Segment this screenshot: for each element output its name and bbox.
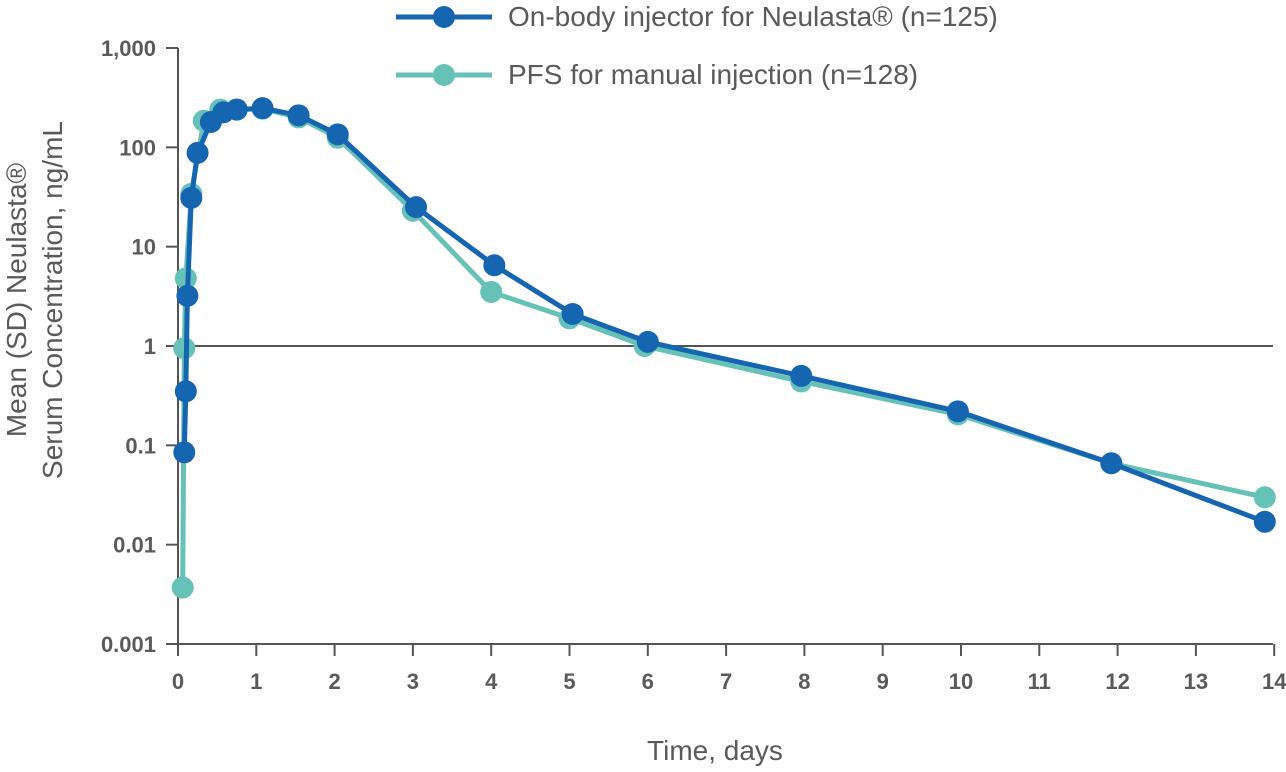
legend: On-body injector for Neulasta® (n=125) P…	[396, 1, 998, 90]
legend-label-obi: On-body injector for Neulasta® (n=125)	[508, 1, 998, 32]
data-point-obi-18	[1253, 510, 1276, 533]
x-tick-label-8: 8	[798, 669, 810, 694]
y-tick-label-3: 1	[144, 334, 156, 359]
legend-item-obi: On-body injector for Neulasta® (n=125)	[396, 1, 998, 32]
legend-item-pfs: PFS for manual injection (n=128)	[396, 59, 918, 90]
series-obi	[173, 97, 1276, 533]
data-point-obi-7	[225, 98, 248, 121]
x-tick-label-12: 12	[1105, 669, 1129, 694]
data-point-obi-0	[173, 441, 196, 464]
x-tick-label-14: 14	[1262, 669, 1286, 694]
data-point-obi-2	[176, 284, 199, 307]
x-tick-label-9: 9	[877, 669, 889, 694]
data-point-obi-13	[561, 302, 584, 325]
data-point-obi-17	[1100, 452, 1123, 475]
series-line-pfs	[180, 106, 1266, 588]
data-point-obi-11	[405, 196, 428, 219]
data-point-pfs-17	[1253, 486, 1276, 509]
y-tick-label-0: 0.001	[101, 632, 156, 657]
x-tick-label-7: 7	[720, 669, 732, 694]
data-point-obi-14	[636, 330, 659, 353]
x-tick-label-5: 5	[563, 669, 575, 694]
data-point-obi-16	[946, 400, 969, 423]
data-point-obi-12	[483, 254, 506, 277]
legend-swatch-marker-obi	[433, 6, 455, 28]
x-axis-title: Time, days	[647, 735, 783, 766]
y-tick-label-5: 100	[119, 135, 156, 160]
x-tick-label-1: 1	[250, 669, 262, 694]
y-axis-title-line2: Serum Concentration, ng/mL	[37, 121, 68, 479]
legend-label-pfs: PFS for manual injection (n=128)	[508, 59, 918, 90]
legend-swatch-marker-pfs	[433, 64, 455, 86]
x-tick-label-3: 3	[407, 669, 419, 694]
y-axis-title-line1: Mean (SD) Neulasta®	[1, 162, 32, 437]
x-tick-label-13: 13	[1184, 669, 1208, 694]
data-point-obi-8	[251, 97, 274, 120]
series-pfs	[171, 97, 1276, 599]
data-point-obi-1	[174, 380, 197, 403]
data-point-obi-4	[186, 141, 209, 164]
data-point-obi-15	[790, 364, 813, 387]
data-point-obi-3	[180, 186, 203, 209]
y-tick-label-6: 1,000	[101, 36, 156, 61]
series-layer	[171, 97, 1276, 599]
x-tick-label-6: 6	[642, 669, 654, 694]
x-tick-label-10: 10	[949, 669, 973, 694]
data-point-obi-9	[287, 104, 310, 127]
y-tick-label-4: 10	[132, 235, 156, 260]
x-tick-label-11: 11	[1028, 669, 1051, 694]
data-point-pfs-0	[171, 576, 194, 599]
data-point-obi-10	[326, 123, 349, 146]
y-tick-label-1: 0.01	[113, 533, 156, 558]
x-tick-label-2: 2	[328, 669, 340, 694]
x-tick-label-0: 0	[172, 669, 184, 694]
y-tick-label-2: 0.1	[125, 433, 156, 458]
x-tick-label-4: 4	[485, 669, 498, 694]
data-point-pfs-11	[480, 280, 503, 303]
